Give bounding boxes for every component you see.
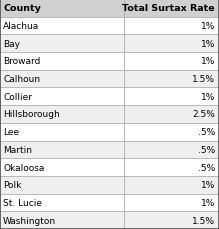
Bar xyxy=(124,0,219,18)
Text: St. Lucie: St. Lucie xyxy=(3,198,42,207)
Bar xyxy=(0,158,124,176)
Text: 1%: 1% xyxy=(201,198,215,207)
Bar xyxy=(124,35,219,53)
Bar xyxy=(0,35,124,53)
Text: County: County xyxy=(3,4,41,13)
Text: Calhoun: Calhoun xyxy=(3,75,40,84)
Text: 1%: 1% xyxy=(201,40,215,49)
Text: 2.5%: 2.5% xyxy=(192,110,215,119)
Bar xyxy=(0,88,124,106)
Text: 1%: 1% xyxy=(201,180,215,189)
Bar xyxy=(124,18,219,35)
Bar xyxy=(124,53,219,71)
Text: Polk: Polk xyxy=(3,180,21,189)
Text: .5%: .5% xyxy=(198,145,215,154)
Bar xyxy=(0,211,124,229)
Text: Okaloosa: Okaloosa xyxy=(3,163,44,172)
Bar xyxy=(124,176,219,194)
Text: Alachua: Alachua xyxy=(3,22,39,31)
Bar xyxy=(124,211,219,229)
Bar xyxy=(124,123,219,141)
Text: Total Surtax Rate: Total Surtax Rate xyxy=(122,4,215,13)
Text: .5%: .5% xyxy=(198,163,215,172)
Text: Washington: Washington xyxy=(3,216,56,225)
Bar xyxy=(124,158,219,176)
Text: 1%: 1% xyxy=(201,22,215,31)
Bar xyxy=(124,71,219,88)
Text: Martin: Martin xyxy=(3,145,32,154)
Text: 1.5%: 1.5% xyxy=(192,216,215,225)
Bar xyxy=(0,176,124,194)
Bar xyxy=(124,194,219,211)
Bar xyxy=(0,123,124,141)
Text: .5%: .5% xyxy=(198,128,215,136)
Bar xyxy=(124,88,219,106)
Bar xyxy=(0,53,124,71)
Text: Collier: Collier xyxy=(3,93,32,101)
Text: 1%: 1% xyxy=(201,57,215,66)
Bar xyxy=(124,141,219,158)
Bar xyxy=(0,194,124,211)
Bar xyxy=(0,106,124,123)
Bar xyxy=(0,141,124,158)
Bar xyxy=(0,18,124,35)
Bar xyxy=(0,71,124,88)
Text: Broward: Broward xyxy=(3,57,40,66)
Text: Hillsborough: Hillsborough xyxy=(3,110,60,119)
Bar xyxy=(124,106,219,123)
Text: Bay: Bay xyxy=(3,40,20,49)
Bar xyxy=(0,0,124,18)
Text: Lee: Lee xyxy=(3,128,19,136)
Text: 1%: 1% xyxy=(201,93,215,101)
Text: 1.5%: 1.5% xyxy=(192,75,215,84)
